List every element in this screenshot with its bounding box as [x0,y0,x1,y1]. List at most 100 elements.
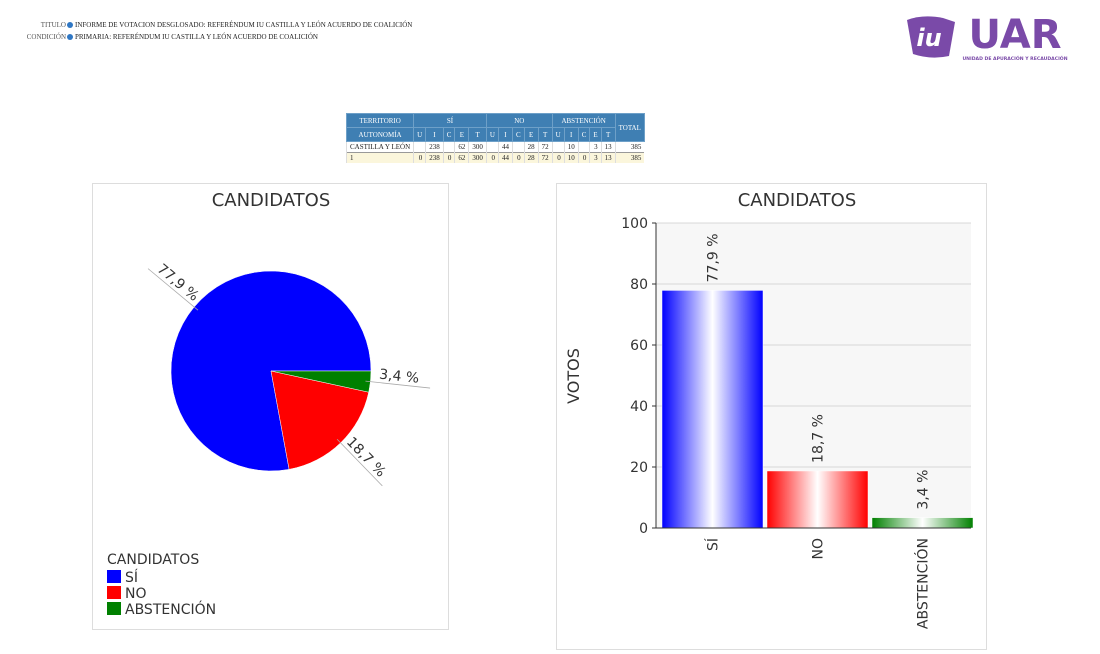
leader-line [365,380,431,389]
y-tick-label: 100 [621,216,648,232]
bar-value-label: 77,9 % [706,233,722,282]
title-label: TITULO [40,21,66,29]
subheader-row: AUTONOMÍA U I C E T U I C E T U I C E T [345,127,645,142]
table-cell [485,141,499,153]
subheader-cell: I [425,127,444,142]
table-cell: 10 [563,152,579,163]
legend-label: SÍ [125,569,138,586]
x-tick-label: NO [811,538,827,560]
y-axis-label: VOTOS [564,348,583,404]
table-cell: 1 [345,152,414,163]
subheader-cell: T [600,127,616,142]
logo-text: UAR [968,12,1061,58]
y-tick-label: 40 [630,399,648,415]
table-cell: 385 [614,152,645,163]
title-row: TITULO INFORME DE VOTACION DESGLOSADO: RE… [22,21,413,29]
subheader-cell: C [511,127,525,142]
table-cell: 0 [413,152,426,163]
table-cell: 0 [485,152,499,163]
header-cell: ABSTENCIÓN [551,113,616,128]
bar-value-label: 3,4 % [916,470,932,510]
chart-title: CANDIDATOS [738,190,857,211]
legend-swatch [107,586,121,599]
condition-label: CONDICIÓN [26,33,66,41]
leader-line [336,438,383,487]
table-cell: 238 [425,141,444,153]
table-cell: 28 [523,152,539,163]
bar-value-label: 18,7 % [811,414,827,463]
table-cell: 13 [600,152,616,163]
table-cell: CASTILLA Y LEÓN [345,141,414,153]
legend-title: CANDIDATOS [107,552,199,568]
condition-text: PRIMARIA: REFERÉNDUM IU CASTILLA Y LEÓN … [75,33,318,41]
bar-chart: CANDIDATOS VOTOS 0 20 40 60 80 100 77,9 % SÍ 18,7 … [564,190,974,629]
table-cell: 10 [563,141,579,153]
table-cell: 72 [537,141,553,153]
legend-swatch [107,602,121,615]
bar [871,517,974,529]
table-cell: 13 [600,141,616,153]
header-row: TERRITORIO SÍ NO ABSTENCIÓN TOTAL [345,113,645,142]
table-cell: 44 [497,152,513,163]
subheader-cell: I [497,127,513,142]
chart-title: CANDIDATOS [212,190,331,211]
table-cell [442,141,455,153]
table-cell: 44 [497,141,513,153]
table-cell: 0 [442,152,455,163]
pie-value-label: 3,4 % [378,367,420,387]
table-cell [577,141,590,153]
pie-panel: CANDIDATOS 77,9 % 18,7 % 3,4 % CANDIDATOS SÍ N… [92,183,449,630]
table-cell: 0 [551,152,565,163]
bar-panel: CANDIDATOS VOTOS 0 20 40 60 80 100 77,9 % SÍ 18,7 … [556,183,987,650]
subheader-cell: C [577,127,591,142]
table-cell: 385 [614,141,645,153]
subheader-cell: E [589,127,602,142]
table-cell: 300 [468,152,487,163]
legend-label: NO [125,586,147,602]
y-tick-label: 20 [630,460,648,476]
subheader-cell: T [468,127,487,142]
table-cell: 28 [523,141,539,153]
subheader-cell: U [413,127,427,142]
subheader-cell: U [485,127,499,142]
table-cell: 238 [425,152,444,163]
logo-emblem [907,16,955,58]
table-cell: 3 [589,152,602,163]
table-cell [511,141,525,153]
title-text: INFORME DE VOTACION DESGLOSADO: REFERÉND… [75,21,413,29]
x-tick-label: SÍ [705,538,722,551]
y-tick-label: 0 [639,521,648,537]
table-cell: 62 [454,141,469,153]
pie-value-label: 18,7 % [343,434,389,480]
logo-subtitle: UNIDAD DE APURACIÓN Y RECAUDACIÓN [962,55,1067,62]
subheader-cell: E [454,127,470,142]
table-cell: 62 [454,152,469,163]
subheader-cell: C [442,127,456,142]
subheader-cell: U [551,127,565,142]
table-cell [551,141,565,153]
logo-emblem-text: iu [916,24,941,52]
legend-label: ABSTENCIÓN [125,600,216,618]
subheader-cell: I [563,127,579,142]
header-cell: NO [485,113,553,128]
x-tick-label: ABSTENCIÓN [914,538,932,629]
header-cell: SÍ [413,113,487,128]
table-row: 1 0 238 0 62 300 0 44 0 28 72 0 10 0 3 13 385 [345,152,645,163]
table-cell: 72 [537,152,553,163]
condition-row: CONDICIÓN PRIMARIA: REFERÉNDUM IU CASTILL… [22,33,318,41]
subheader-cell: T [537,127,553,142]
table-cell: 3 [589,141,602,153]
table-cell: 300 [468,141,487,153]
y-tick-label: 80 [630,277,648,293]
header-cell: TERRITORIO [345,113,415,128]
table-cell: 0 [577,152,590,163]
table-cell [413,141,426,153]
header-cell: TOTAL [614,113,645,142]
results-table: TERRITORIO SÍ NO ABSTENCIÓN TOTAL AUTONOMÍA U I… [345,113,645,163]
subheader-cell: E [523,127,539,142]
bar [661,290,764,529]
subheader-cell: AUTONOMÍA [345,127,415,142]
table-cell: 0 [511,152,525,163]
